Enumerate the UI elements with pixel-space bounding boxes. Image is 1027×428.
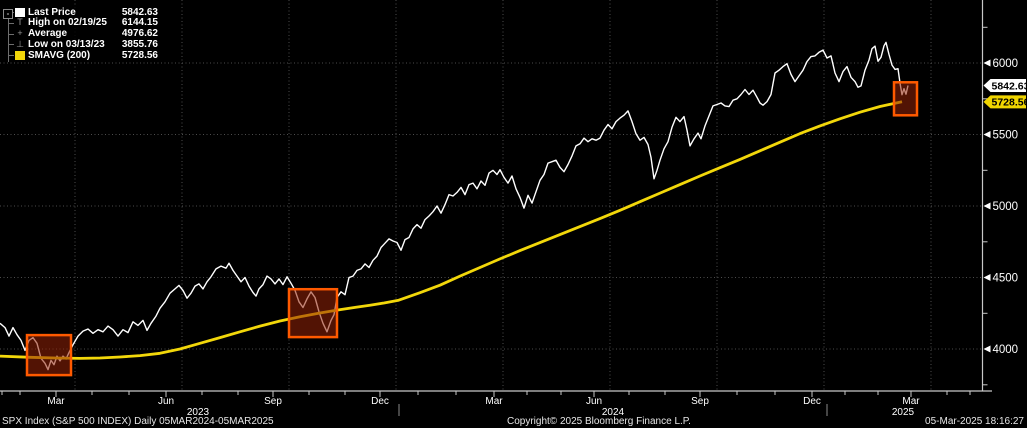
legend-row-low[interactable]: ⊥ Low on 03/13/23 3855.76 bbox=[2, 39, 158, 50]
last-price-axis-label: 5842.63 bbox=[983, 79, 1027, 92]
svg-text:2024: 2024 bbox=[602, 407, 625, 418]
svg-text:Mar: Mar bbox=[47, 396, 65, 407]
copyright-text: Copyright© 2025 Bloomberg Finance L.P. bbox=[507, 416, 691, 427]
annotation-box-2[interactable] bbox=[287, 287, 339, 339]
price-line bbox=[0, 41, 909, 371]
chart-footer: SPX Index (S&P 500 INDEX) Daily 05MAR202… bbox=[0, 416, 1027, 428]
legend-value: 3855.76 bbox=[121, 39, 158, 51]
svg-text:4500: 4500 bbox=[993, 273, 1019, 285]
smavg-swatch-icon bbox=[15, 51, 25, 61]
svg-text:Mar: Mar bbox=[485, 396, 503, 407]
y-axis-ticks: 6000 5500 5000 4500 4000 bbox=[982, 26, 1019, 386]
legend-row-last-price[interactable]: Last Price 5842.63 bbox=[2, 7, 158, 18]
legend-collapse-toggle[interactable]: - bbox=[3, 9, 13, 19]
last-price-swatch-icon bbox=[15, 7, 25, 17]
chart-legend: - Last Price 5842.63 T High on 02/19/25 … bbox=[2, 7, 158, 62]
legend-value: 4976.62 bbox=[121, 28, 158, 40]
svg-text:Dec: Dec bbox=[371, 396, 389, 407]
sma-line bbox=[0, 100, 903, 360]
axes bbox=[0, 0, 992, 392]
svg-text:2025: 2025 bbox=[892, 407, 915, 418]
high-marker-icon: T bbox=[17, 17, 23, 28]
svg-text:Sep: Sep bbox=[691, 396, 709, 407]
timestamp: 05-Mar-2025 18:16:27 bbox=[925, 416, 1024, 427]
annotation-box-3[interactable] bbox=[892, 81, 919, 117]
legend-value: 6144.15 bbox=[121, 17, 158, 29]
svg-text:6000: 6000 bbox=[993, 58, 1019, 70]
annotation-box-1[interactable] bbox=[25, 333, 73, 377]
legend-label: Low on 03/13/23 bbox=[28, 39, 105, 51]
instrument-title: SPX Index (S&P 500 INDEX) Daily 05MAR202… bbox=[2, 416, 274, 427]
svg-text:2023: 2023 bbox=[187, 407, 210, 418]
legend-value: 5842.63 bbox=[121, 6, 158, 18]
legend-row-average[interactable]: + Average 4976.62 bbox=[2, 28, 158, 40]
svg-text:5728.56: 5728.56 bbox=[992, 97, 1027, 109]
x-axis-ticks: Mar Jun Sep Dec Mar Jun Sep Dec Mar 2023 2024 2025 bbox=[1, 391, 971, 418]
svg-text:4000: 4000 bbox=[993, 344, 1019, 356]
svg-text:5842.63: 5842.63 bbox=[992, 80, 1027, 92]
svg-text:Sep: Sep bbox=[264, 396, 282, 407]
smavg-axis-label: 5728.56 bbox=[983, 95, 1027, 109]
average-marker-icon: + bbox=[17, 28, 23, 39]
svg-text:Mar: Mar bbox=[902, 396, 920, 407]
svg-text:Jun: Jun bbox=[586, 396, 602, 407]
svg-text:Jun: Jun bbox=[158, 396, 174, 407]
legend-label: SMAVG (200) bbox=[28, 49, 91, 61]
low-marker-icon: ⊥ bbox=[16, 39, 24, 50]
svg-text:5000: 5000 bbox=[993, 201, 1019, 213]
legend-tree-connector bbox=[8, 15, 9, 62]
legend-row-smavg[interactable]: SMAVG (200) 5728.56 bbox=[2, 50, 158, 61]
svg-text:Dec: Dec bbox=[803, 396, 821, 407]
legend-row-high[interactable]: T High on 02/19/25 6144.15 bbox=[2, 17, 158, 29]
svg-text:5500: 5500 bbox=[993, 130, 1019, 142]
legend-label: Average bbox=[28, 28, 68, 40]
legend-label: High on 02/19/25 bbox=[28, 17, 107, 29]
legend-label: Last Price bbox=[28, 6, 76, 18]
legend-value: 5728.56 bbox=[121, 49, 158, 61]
